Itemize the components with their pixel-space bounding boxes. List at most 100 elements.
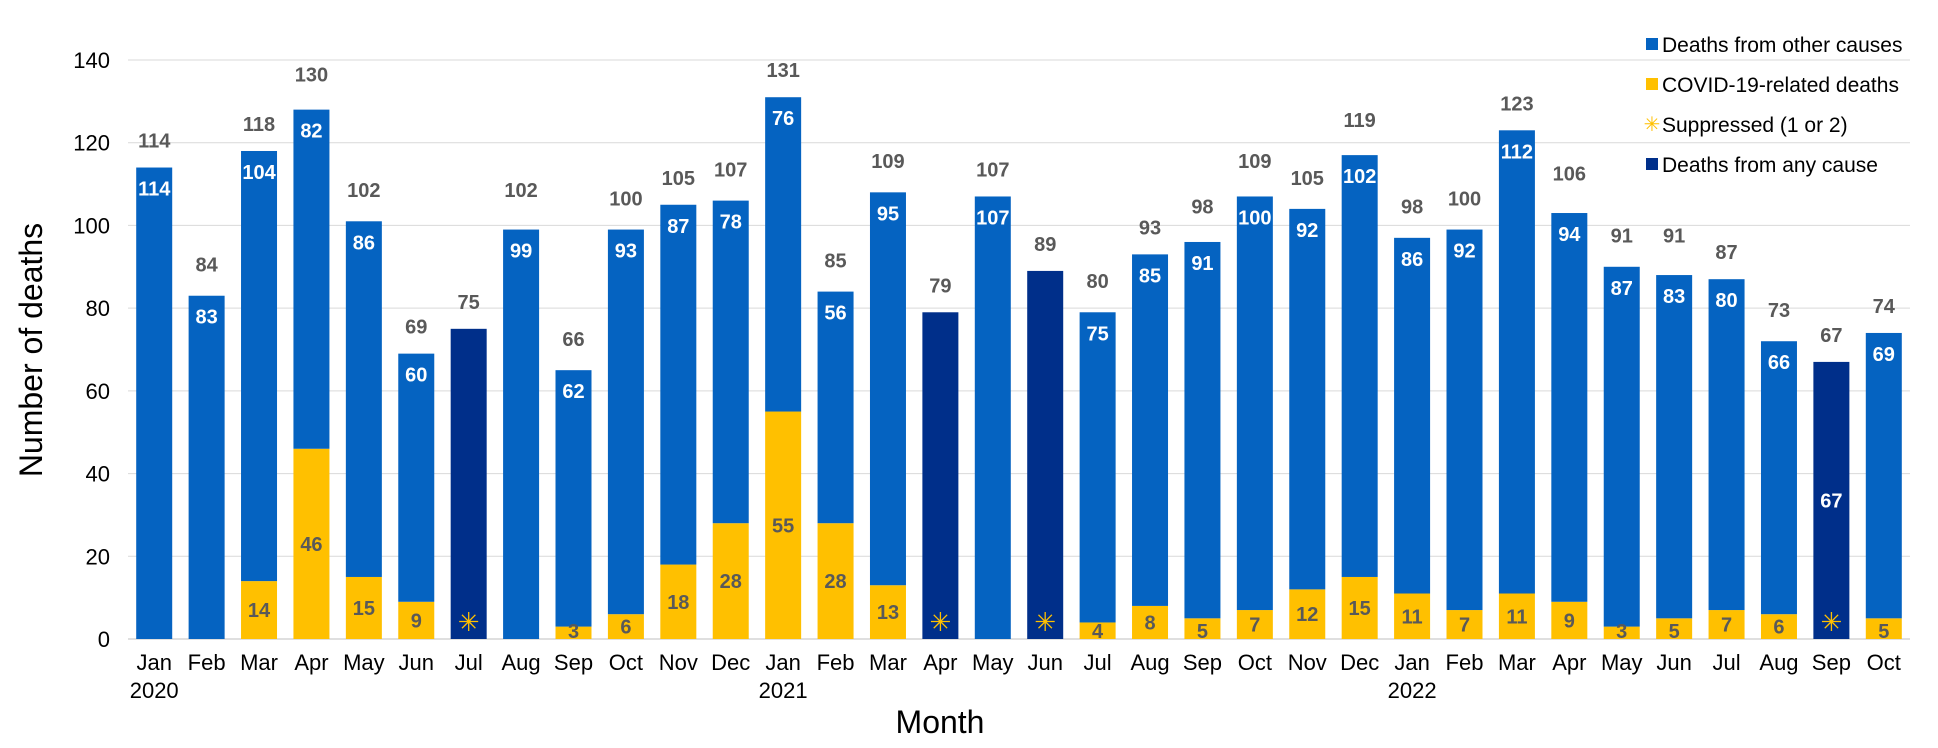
bar-other-segment [1341,155,1378,577]
data-label-other: 93 [615,241,637,263]
bar-covid-segment [1289,589,1326,639]
data-label-other: 78 [720,212,742,234]
data-label-other: 107 [976,207,1009,229]
bar-covid-segment [1865,618,1902,639]
data-label-total: 91 [1663,226,1685,248]
bar-covid-segment [765,411,802,639]
legend-asterisk-icon: ✳ [1644,112,1661,136]
bar-other-segment [817,291,854,524]
bar-covid-segment [1603,626,1640,639]
bar-covid-segment [1551,601,1588,639]
x-tick-label: Sep [1183,650,1222,675]
x-tick-label: Jul [1084,650,1112,675]
bar-other-segment [188,295,225,639]
data-label-total: 118 [243,114,275,136]
data-label-covid: 15 [353,598,375,620]
data-label-covid: 15 [1349,598,1371,620]
bar-covid-segment [1498,593,1535,639]
bar-other-segment [765,97,802,412]
data-label-other: 94 [1558,224,1581,246]
bar-other-segment [136,167,173,639]
x-tick-label: May [972,650,1014,675]
bar-other-segment [345,221,382,577]
x-tick-label: Sep [1812,650,1851,675]
data-label-other: 83 [195,307,217,329]
x-tick-label: Oct [1867,650,1901,675]
legend-label: COVID-19-related deaths [1662,74,1899,97]
data-label-total: 119 [1344,110,1376,132]
bar-other-segment [503,229,540,640]
bar-other-segment [1394,237,1431,594]
bar-other-segment [974,196,1011,639]
bar-other-segment [1498,130,1535,594]
data-label-other: 91 [1191,253,1213,275]
x-tick-year-label: 2021 [759,678,808,703]
bar-other-segment [293,109,330,449]
x-tick-label: Oct [609,650,643,675]
data-label-other: 112 [1501,141,1533,163]
data-label-covid: 28 [824,571,846,593]
data-label-total: 131 [766,60,799,82]
data-label-total: 84 [195,255,218,277]
data-label-other: 60 [405,365,427,387]
data-label-total: 67 [1820,325,1842,347]
data-label-total: 80 [1086,271,1108,293]
bar-other-segment [1708,279,1745,611]
data-label-covid: 18 [667,592,689,614]
bar-covid-segment [1236,610,1273,639]
data-label-covid: 3 [1616,621,1627,643]
bar-other-segment [1446,229,1483,611]
data-label-total: 66 [562,329,584,351]
bar-covid-segment [1394,593,1431,639]
data-label-total: 130 [295,64,328,86]
x-tick-label: Dec [1340,650,1379,675]
bar-other-segment [1236,196,1273,611]
x-tick-label: Jan [1394,650,1429,675]
x-tick-label: Dec [711,650,750,675]
data-label-other: 75 [1086,323,1108,345]
bar-covid-segment [1760,614,1797,639]
legend: Deaths from other causes COVID-19-related… [1644,34,1903,177]
data-label-covid: 13 [877,602,899,624]
x-tick-label: May [343,650,385,675]
bar-other-segment [1132,254,1169,606]
data-label-total: 109 [871,151,904,173]
data-label-total: 100 [1448,188,1481,210]
data-label-covid: 7 [1721,615,1732,637]
data-label-other: 80 [1715,290,1737,312]
y-tick-label: 40 [86,462,110,487]
suppressed-marker: ✳ [1034,608,1056,638]
data-label-other: 100 [1238,207,1271,229]
bar-any-cause [1027,270,1064,639]
gridlines [128,59,1910,640]
data-label-total: 89 [1034,234,1056,256]
bar-other-segment [712,200,749,524]
x-tick-label: Feb [188,650,226,675]
data-label-total: 93 [1139,217,1161,239]
data-label-total: 74 [1873,296,1896,318]
x-tick-label: May [1601,650,1643,675]
bar-covid-segment [1184,618,1221,639]
y-tick-label: 80 [86,296,110,321]
bar-other-segment [555,370,592,627]
suppressed-marker: ✳ [929,608,951,638]
bar-covid-segment [555,626,592,639]
x-tick-label: Aug [1759,650,1798,675]
x-tick-label: Jun [399,650,434,675]
data-label-covid: 14 [248,600,271,622]
data-label-any: 67 [1820,490,1842,512]
bar-other-segment [1603,266,1640,627]
data-label-total: 91 [1611,226,1633,248]
bar-other-segment [1079,312,1116,623]
data-label-other: 56 [824,303,846,325]
bar-covid-segment [712,523,749,639]
data-label-covid: 11 [1402,606,1423,628]
data-label-covid: 7 [1249,615,1260,637]
x-tick-year-label: 2020 [130,678,179,703]
data-label-other: 83 [1663,286,1685,308]
data-label-other: 92 [1453,241,1475,263]
data-label-other: 62 [562,381,584,403]
data-label-other: 104 [242,162,276,184]
data-label-covid: 8 [1144,612,1155,634]
